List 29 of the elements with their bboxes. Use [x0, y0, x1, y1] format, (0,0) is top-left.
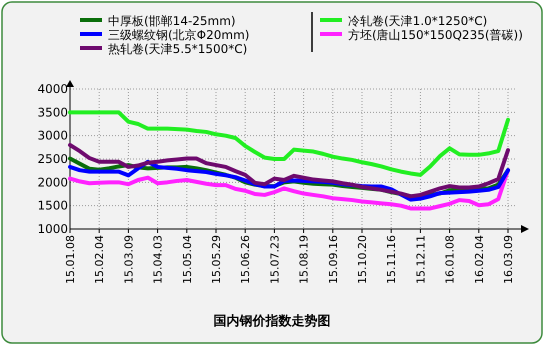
x-tick-label: 15.03.09	[122, 235, 136, 284]
x-tick-label: 15.07.23	[268, 235, 282, 284]
x-tick-label: 16.01.08	[444, 235, 457, 284]
x-tick-label: 15.02.04	[93, 235, 106, 284]
legend-label: 三级螺纹钢(北京Φ20mm)	[108, 28, 250, 42]
y-tick-label: 1500	[37, 198, 68, 213]
x-tick-label: 15.12.11	[414, 235, 428, 284]
x-tick-label: 15.05.29	[210, 235, 223, 284]
x-tick-label: 15.11.16	[385, 235, 398, 284]
x-tick-label: 15.10.20	[356, 235, 369, 284]
x-tick-label: 16.03.09	[502, 235, 515, 284]
x-tick-label: 15.05.04	[180, 235, 194, 284]
x-tick-label: 15.04.03	[152, 235, 165, 284]
legend-label: 热轧卷(天津5.5*1500*C)	[108, 42, 248, 56]
x-tick-label: 16.02.04	[472, 235, 486, 284]
legend-label: 方坯(唐山150*150Q235(普碳))	[348, 28, 523, 42]
y-tick-label: 2000	[37, 175, 68, 190]
text: 国内钢价指数走势图	[214, 313, 330, 329]
y-tick-label: 2500	[37, 152, 68, 166]
x-tick-label: 15.08.19	[298, 235, 311, 284]
y-tick-label: 3000	[37, 128, 68, 143]
x-tick-label: 15.01.08	[64, 235, 77, 284]
y-tick-label: 4000	[37, 82, 68, 96]
legend-label: 冷轧卷(天津1.0*1250*C)	[348, 14, 488, 28]
x-tick-label: 15.09.16	[326, 235, 340, 284]
y-tick-label: 1000	[37, 222, 68, 236]
legend-label: 中厚板(邯郸14-25mm)	[108, 14, 236, 28]
x-tick-label: 15.06.26	[239, 235, 252, 284]
y-tick-label: 3500	[37, 105, 68, 120]
